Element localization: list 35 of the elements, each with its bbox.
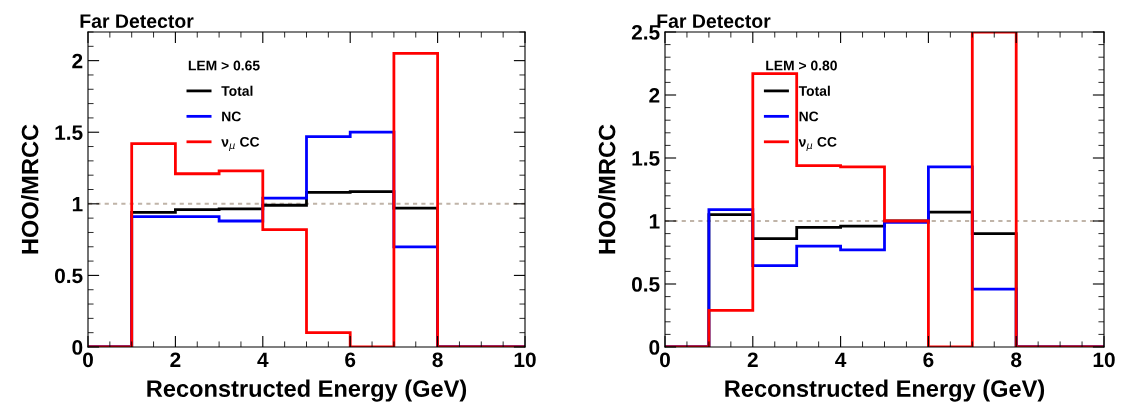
legend-label: NC	[222, 111, 241, 122]
legend-title: LEM > 0.80	[766, 60, 837, 71]
x-tick-label: 6	[923, 352, 934, 368]
chart-title: Far Detector	[80, 14, 194, 29]
x-tick-label: 0	[660, 352, 670, 368]
x-tick-label: 4	[257, 352, 269, 367]
legend-label: Total	[798, 85, 830, 96]
legend-label: Total	[221, 85, 253, 96]
x-tick-label: 8	[1011, 352, 1022, 368]
y-tick-label: 2	[72, 53, 83, 69]
legend-label: ν$_{μ}$ CC	[221, 136, 260, 151]
x-axis-title: Reconstructed Energy (GeV)	[725, 379, 1045, 402]
y-tick-label: 1	[72, 197, 83, 212]
legend-label: ν$_{μ}$ CC	[798, 136, 837, 151]
x-axis-title: Reconstructed Energy (GeV)	[147, 379, 467, 402]
x-tick-label: 10	[1093, 352, 1115, 368]
y-tick-label: 1.5	[632, 151, 660, 166]
x-tick-label: 0	[83, 352, 93, 368]
x-tick-label: 8	[432, 352, 443, 368]
legend-title: LEM > 0.65	[188, 60, 260, 71]
y-tick-label: 0.5	[55, 268, 83, 284]
y-tick-label: 1.5	[55, 125, 83, 140]
x-tick-label: 4	[835, 352, 847, 367]
y-tick-label: 0	[72, 340, 83, 355]
x-tick-label: 6	[345, 352, 356, 368]
y-tick-label: 2	[649, 88, 660, 103]
x-tick-label: 2	[170, 352, 181, 367]
y-tick-label: 1	[649, 214, 660, 229]
y-axis-title: HOO/MRCC	[21, 124, 39, 254]
y-tick-label: 0	[649, 340, 660, 355]
y-tick-label: 0.5	[632, 277, 660, 292]
x-tick-label: 2	[747, 352, 758, 367]
x-tick-label: 10	[514, 352, 536, 368]
legend-label: NC	[799, 111, 819, 122]
y-axis-title: HOO/MRCC	[598, 124, 616, 254]
